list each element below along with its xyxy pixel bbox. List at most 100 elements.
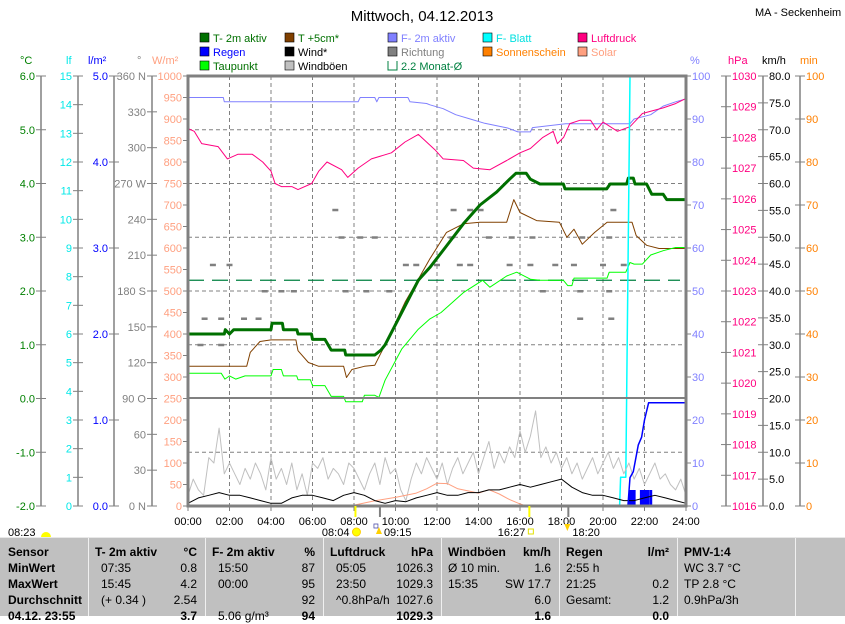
noon-time: 09:15 <box>384 527 412 537</box>
tick-label: 5.0 <box>769 474 784 486</box>
time-tick-label: 10:00 <box>382 516 410 528</box>
cell-label: 2:55 h <box>566 561 600 575</box>
time-tick-label: 00:00 <box>174 516 202 528</box>
tick-label: 60.0 <box>769 179 790 191</box>
tick-label: 5.0 <box>93 71 108 83</box>
tick-label: 4.0 <box>93 157 108 169</box>
tick-label: 15.0 <box>769 420 790 432</box>
axis-solar: W/m²100095090085080075070065060055050045… <box>152 55 188 513</box>
tick-label: 12 <box>60 157 72 169</box>
tick-label: 20 <box>806 415 818 427</box>
legend-swatch <box>199 46 210 57</box>
time-tick-label: 08:00 <box>340 516 368 528</box>
axis-unit: hPa <box>728 55 748 67</box>
cell-value: 0.0 <box>652 609 669 623</box>
legend-item: F- 2m aktiv <box>387 32 456 45</box>
tick-label: 55.0 <box>769 205 790 217</box>
direction-mark <box>226 263 233 267</box>
legend-label: F- Blatt <box>496 33 531 45</box>
legend-label: T +5cm* <box>298 33 340 45</box>
cell-value: 92 <box>301 593 315 607</box>
tick-label: 90 <box>692 114 704 126</box>
direction-mark <box>608 317 615 320</box>
rain-bar <box>630 490 634 506</box>
tick-label: -2.0 <box>16 501 35 513</box>
cell-value: SW 17.7 <box>504 577 551 591</box>
tick-label: 80 <box>806 157 818 169</box>
row-label: MaxWert <box>8 577 58 591</box>
tick-label: 30 <box>692 372 704 384</box>
tick-label: 1.0 <box>20 340 35 352</box>
tick-label: 0.0 <box>769 501 784 513</box>
direction-mark <box>261 290 268 293</box>
row-labels-column: Sensor MinWert MaxWert Durchschnitt 04.12. 2… <box>0 538 89 623</box>
tick-label: 10 <box>692 458 704 470</box>
tick-label: 50 <box>170 480 182 492</box>
tick-label: 10 <box>806 458 818 470</box>
tick-label: 90 <box>806 114 818 126</box>
tick-label: 100 <box>164 458 182 470</box>
tick-label: 600 <box>164 243 182 255</box>
legend-label: T- 2m aktiv <box>213 33 267 45</box>
tick-label: 5.0 <box>20 125 35 137</box>
tick-label: 120 <box>128 358 146 370</box>
tick-label: 1021 <box>732 347 756 359</box>
column-unit: hPa <box>410 545 433 559</box>
tick-label: 1022 <box>732 317 756 329</box>
time-tick-label: 20:00 <box>589 516 617 528</box>
direction-mark <box>386 290 393 293</box>
tick-label: 1.0 <box>93 415 108 427</box>
tick-label: 0 <box>66 501 72 513</box>
direction-mark <box>241 317 248 320</box>
tick-label: 65.0 <box>769 152 790 164</box>
direction-mark <box>363 290 370 293</box>
legend-label: 2.2 Monat-Ø <box>401 61 463 73</box>
column-3: Windböen km/h Ø 10 min. 1.6 15:35 SW 17.7 6.0 1… <box>442 538 560 623</box>
tick-label: 500 <box>164 286 182 298</box>
cell-label: 15:45 <box>101 577 132 591</box>
tick-label: 750 <box>164 179 182 191</box>
tick-label: 550 <box>164 265 182 277</box>
series-wind- <box>187 478 687 504</box>
tick-label: 30.0 <box>769 340 790 352</box>
tick-label: 11 <box>61 186 72 198</box>
column-unit: °C <box>183 545 197 559</box>
tick-label: 700 <box>164 200 182 212</box>
direction-mark <box>620 263 627 267</box>
tick-label: 1 <box>66 472 72 484</box>
tick-label: 0 <box>806 501 812 513</box>
cell-value: 3.7 <box>180 609 197 623</box>
axis-unit: l/m² <box>88 55 107 67</box>
column-4: Regen l/m² 2:55 h 21:25 0.2 Gesamt: 1.2 0.0 <box>560 538 678 623</box>
axes: °C6.05.04.03.02.01.00.0-1.0-2.0lf1514131… <box>16 55 824 513</box>
cell-value: 1.2 <box>652 593 669 607</box>
cell-label: 15:35 <box>448 577 479 591</box>
tick-label: 6 <box>66 329 72 341</box>
tick-label: 15 <box>60 71 72 83</box>
tick-label: 1026 <box>732 194 756 206</box>
series-luftdruck <box>187 97 687 191</box>
tick-label: 1025 <box>732 225 756 237</box>
tick-label: 7 <box>66 300 72 312</box>
direction-mark <box>477 208 484 212</box>
tick-label: 1019 <box>732 409 756 421</box>
legend-swatch <box>284 60 295 71</box>
legend-swatch <box>482 46 493 57</box>
tick-label: 5 <box>66 358 72 370</box>
tick-label: 30 <box>134 465 146 477</box>
legend-swatch <box>199 32 210 43</box>
cell-label: 05:05 <box>336 561 367 575</box>
series-taupunkt <box>188 247 686 403</box>
tick-label: 25.0 <box>769 367 790 379</box>
direction-mark <box>529 236 536 239</box>
cell-value: 87 <box>301 561 315 575</box>
time-tick-label: 22:00 <box>631 516 659 528</box>
direction-mark <box>218 343 225 347</box>
column-1: F- 2m aktiv% 15:50 87 00:00 95 92 5.06 g/m³ 94 <box>206 538 324 623</box>
direction-mark <box>577 317 584 320</box>
tick-label: 1023 <box>732 286 756 298</box>
tick-label: 1018 <box>732 440 756 452</box>
cell-label: 0.9hPa/3h <box>684 593 739 607</box>
cell-value: 0.8 <box>180 561 197 575</box>
